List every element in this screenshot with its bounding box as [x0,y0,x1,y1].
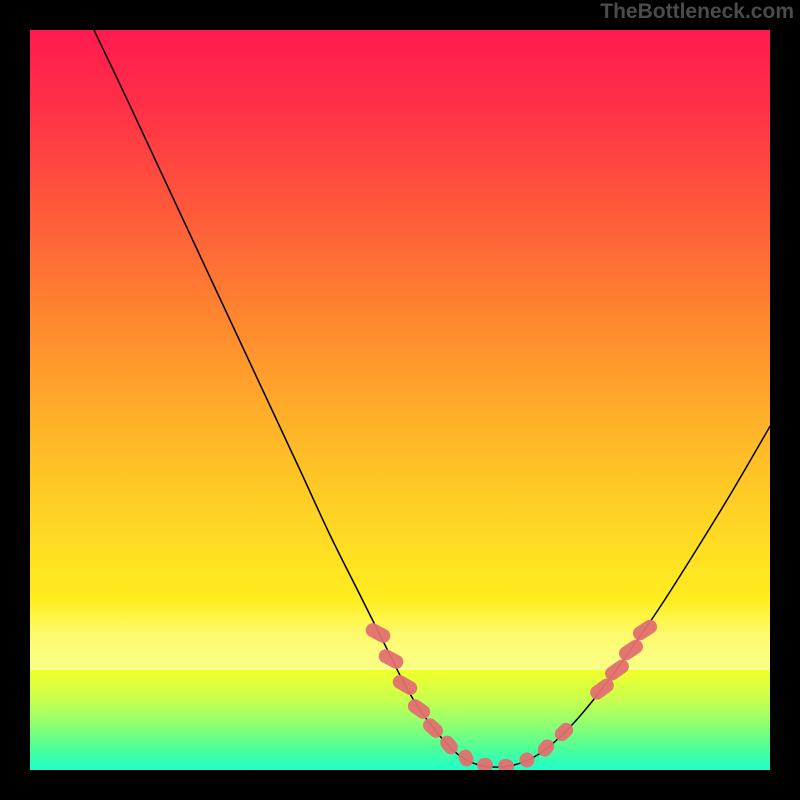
plot-area [30,30,770,770]
chart-frame: TheBottleneck.com [0,0,800,800]
watermark-text: TheBottleneck.com [600,0,794,24]
chart-svg [30,30,770,770]
